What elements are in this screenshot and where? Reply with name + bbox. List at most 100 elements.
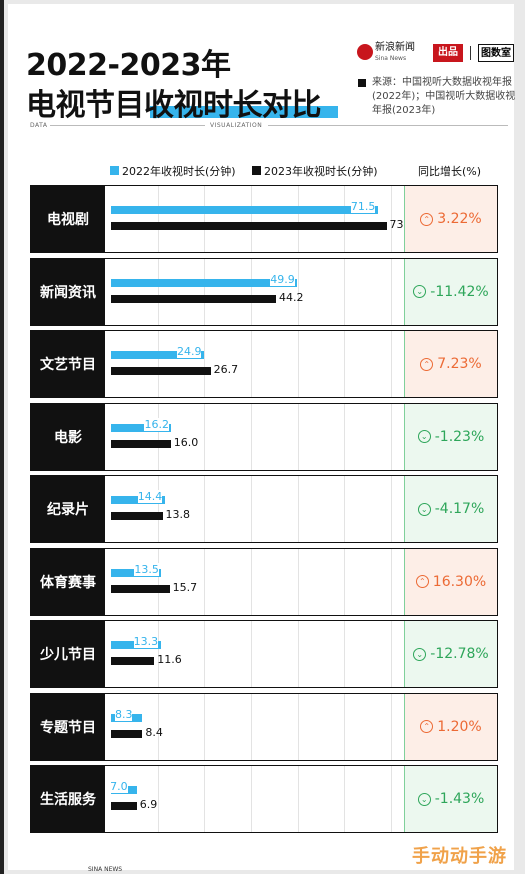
grid-line: [391, 186, 392, 252]
value-label-2022: 49.9: [270, 272, 295, 286]
value-label-2022: 16.2: [144, 417, 169, 431]
chevron-down-icon: ⌄: [413, 647, 427, 661]
footer-text: SINA NEWS: [88, 866, 123, 873]
grid-line: [204, 403, 206, 470]
value-label-2023: 8.4: [145, 725, 163, 739]
grid-line: [251, 766, 252, 832]
yoy-cell: ⌃ 16.30%: [404, 548, 497, 615]
bar-2022: [111, 351, 204, 359]
grid-line: [251, 693, 252, 760]
bar-2022: [111, 278, 298, 287]
bar-2023: [111, 584, 170, 593]
category-label: 电视剧: [31, 186, 105, 252]
grid-line: [157, 403, 159, 470]
bar-2023: [111, 512, 163, 520]
source-note: 来源：中国视听大数据收视年报(2022年)；中国视听大数据收视年报(2023年): [358, 76, 518, 118]
grid-line: [204, 766, 206, 832]
yoy-value: -4.17%: [434, 501, 485, 517]
yoy-value: 16.30%: [432, 573, 487, 590]
bar-2023: [111, 802, 137, 810]
yoy-cell: ⌃ 3.22%: [404, 186, 497, 252]
category-label: 少儿节目: [31, 621, 105, 687]
title-highlight: [150, 106, 338, 118]
grid-line: [204, 186, 206, 252]
grid-line: [157, 258, 159, 325]
grid-line: [297, 548, 299, 615]
chevron-down-icon: ⌄: [417, 430, 431, 443]
yoy-cell: ⌄ -1.23%: [404, 403, 497, 470]
value-label-2023: 11.6: [157, 653, 182, 666]
value-label-2022: 13.3: [133, 635, 159, 648]
yoy-value: -12.78%: [430, 646, 489, 662]
chart-row: 电视剧 71.5 73.8 ⌃ 3.22%: [30, 185, 498, 253]
chevron-down-icon: ⌄: [413, 285, 427, 298]
value-label-2023: 6.9: [139, 798, 158, 811]
value-label-2022: 7.0: [110, 780, 128, 793]
value-label-2022: 14.4: [137, 490, 163, 503]
grid-line: [297, 693, 299, 760]
grid-line: [391, 621, 392, 687]
grid-line: [251, 258, 252, 325]
category-label: 电影: [31, 403, 105, 470]
brand-badge: 新浪新闻 Sina News 出品 图数室: [355, 42, 515, 66]
grid-line: [344, 403, 346, 470]
divider-line: [50, 125, 205, 126]
data-label: DATA: [30, 122, 48, 129]
category-label: 文艺节目: [31, 331, 105, 397]
title-line-1: 2022-2023年: [26, 48, 231, 83]
chart-row: 电影 16.2 16.0 ⌄ -1.23%: [30, 402, 498, 471]
yoy-value: -11.42%: [430, 283, 489, 300]
grid-line: [157, 548, 159, 615]
grid-line: [297, 476, 299, 542]
title-part-b: 收视时长对比: [144, 88, 322, 123]
grid-line: [157, 476, 159, 542]
grid-line: [204, 621, 206, 687]
brand-num: 图数室: [478, 44, 514, 62]
yoy-cell: ⌄ -11.42%: [404, 258, 497, 325]
brand-name: 新浪新闻: [375, 42, 415, 53]
value-label-2023: 16.0: [173, 435, 199, 449]
yoy-value: -1.43%: [434, 791, 485, 807]
grid-line: [297, 403, 299, 470]
bar-2023: [111, 367, 211, 375]
category-label: 纪录片: [31, 476, 105, 542]
chart-row: 纪录片 14.4 13.8 ⌄ -4.17%: [30, 475, 498, 543]
bar-2023: [111, 657, 155, 665]
chart-row: 生活服务 7.0 6.9 ⌄ -1.43%: [30, 765, 498, 833]
bar-2023: [111, 439, 171, 448]
grid-line: [391, 331, 392, 397]
grid-line: [344, 693, 346, 760]
grid-line: [204, 693, 206, 760]
chart-row: 专题节目 8.3 8.4 ⌃ 1.20%: [30, 692, 498, 761]
brand-divider: [470, 46, 471, 60]
bar-2022: [111, 423, 172, 432]
grid-line: [157, 331, 159, 397]
chart-row: 体育赛事 13.5 15.7 ⌃ 16.30%: [30, 547, 498, 616]
grid-line: [297, 186, 299, 252]
grid-line: [157, 186, 159, 252]
category-label: 生活服务: [31, 766, 105, 832]
yoy-value: 1.20%: [437, 718, 482, 735]
value-label-2023: 13.8: [165, 508, 191, 521]
source-text: 来源：中国视听大数据收视年报(2022年)；中国视听大数据收视年报(2023年): [372, 77, 516, 116]
title-part-a: 电视节目: [26, 88, 145, 123]
grid-line: [391, 548, 392, 615]
grid-line: [204, 548, 206, 615]
legend-swatch-2023: [252, 166, 261, 175]
vis-label: VISUALIZATION: [210, 122, 263, 129]
grid-line: [391, 258, 392, 325]
grid-line: [251, 186, 252, 252]
legend-swatch-2022: [110, 166, 119, 175]
title-line-2: 电视节目收视时长对比: [26, 80, 322, 124]
chevron-up-icon: ⌃: [420, 212, 434, 226]
brand-out: 出品: [433, 44, 463, 62]
grid-line: [344, 258, 346, 325]
grid-line: [344, 186, 346, 252]
grid-line: [251, 548, 252, 615]
sina-logo-icon: [357, 44, 373, 60]
grid-line: [391, 766, 392, 832]
grid-line: [251, 476, 252, 542]
watermark: 手动动手游: [412, 846, 507, 867]
grid-line: [297, 331, 299, 397]
category-label: 新闻资讯: [31, 258, 105, 325]
